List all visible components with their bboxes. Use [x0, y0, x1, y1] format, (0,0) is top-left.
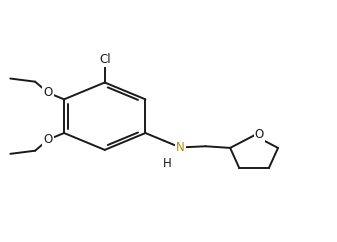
Text: O: O — [254, 128, 264, 141]
Text: O: O — [43, 86, 53, 99]
Text: N: N — [176, 141, 185, 154]
Text: O: O — [43, 133, 53, 146]
Text: H: H — [162, 157, 171, 170]
Text: Cl: Cl — [99, 53, 111, 66]
